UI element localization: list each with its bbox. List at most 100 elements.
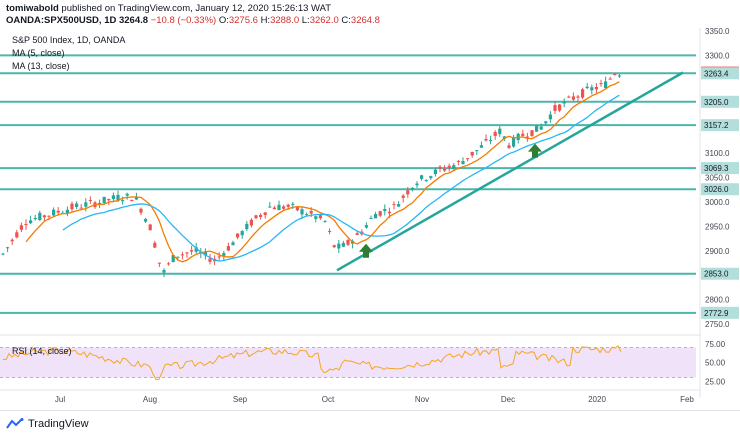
candle[interactable] (102, 196, 106, 203)
candle[interactable] (314, 216, 318, 219)
legend-ma5[interactable]: MA (5, close) (12, 48, 65, 58)
candle[interactable] (167, 263, 171, 265)
candle[interactable] (203, 251, 207, 256)
candle[interactable] (512, 138, 516, 147)
candle[interactable] (613, 73, 617, 75)
candle[interactable] (116, 194, 120, 201)
candle[interactable] (1, 253, 5, 255)
author-name[interactable]: tomiwabold (6, 3, 59, 14)
candle[interactable] (397, 204, 401, 207)
legend-ma13[interactable]: MA (13, close) (12, 61, 70, 71)
candle[interactable] (194, 247, 198, 252)
candle[interactable] (525, 136, 529, 138)
candle[interactable] (33, 218, 37, 220)
candle[interactable] (323, 220, 327, 222)
candle[interactable] (346, 240, 350, 245)
candle[interactable] (79, 207, 83, 209)
candle[interactable] (111, 195, 115, 200)
candle[interactable] (263, 212, 267, 216)
candle[interactable] (433, 169, 437, 175)
candle[interactable] (576, 96, 580, 98)
up-arrow-icon[interactable] (528, 143, 542, 158)
candle[interactable] (56, 210, 60, 213)
candle[interactable] (341, 243, 345, 247)
candle[interactable] (337, 243, 341, 249)
candle[interactable] (153, 242, 157, 248)
candle[interactable] (217, 256, 221, 258)
candle[interactable] (447, 165, 451, 168)
candle[interactable] (489, 140, 493, 142)
candle[interactable] (410, 187, 414, 190)
candle[interactable] (599, 83, 603, 85)
candle[interactable] (162, 270, 166, 273)
ma13-line[interactable] (62, 94, 620, 262)
candle[interactable] (70, 203, 74, 210)
candle[interactable] (121, 200, 125, 202)
candle[interactable] (406, 190, 410, 195)
candle[interactable] (291, 203, 295, 205)
candle[interactable] (272, 207, 276, 210)
candle[interactable] (415, 183, 419, 186)
candle[interactable] (75, 203, 79, 208)
candle[interactable] (581, 89, 585, 98)
candle[interactable] (401, 195, 405, 198)
candle[interactable] (38, 212, 42, 221)
candle[interactable] (300, 209, 304, 215)
candle[interactable] (378, 211, 382, 216)
candle[interactable] (318, 215, 322, 219)
candle[interactable] (6, 247, 10, 249)
candle[interactable] (369, 217, 373, 219)
candle[interactable] (424, 180, 428, 182)
up-arrow-icon[interactable] (359, 243, 373, 258)
candle[interactable] (535, 125, 539, 132)
candle[interactable] (282, 206, 286, 209)
tradingview-logo[interactable]: TradingView (6, 418, 89, 430)
candle[interactable] (130, 199, 134, 202)
candle[interactable] (558, 104, 562, 111)
candle[interactable] (190, 250, 194, 252)
candle[interactable] (84, 202, 88, 207)
candle[interactable] (180, 254, 184, 256)
candle[interactable] (226, 246, 230, 251)
chart-area[interactable]: 3350.0 3300.0 3100.0 3050.0 3000.0 2950.0 2900… (0, 27, 740, 408)
candle[interactable] (507, 145, 511, 148)
candle[interactable] (10, 239, 14, 242)
candle[interactable] (157, 262, 161, 264)
candle[interactable] (544, 121, 548, 124)
candle[interactable] (171, 254, 175, 263)
candle[interactable] (107, 199, 111, 201)
candle[interactable] (429, 176, 433, 179)
candle[interactable] (47, 215, 51, 217)
candle[interactable] (594, 86, 598, 90)
candle[interactable] (548, 114, 552, 120)
candle[interactable] (176, 256, 180, 258)
candle[interactable] (15, 232, 19, 238)
candle[interactable] (148, 224, 152, 231)
candle[interactable] (539, 126, 543, 130)
candle[interactable] (277, 204, 281, 211)
candle[interactable] (479, 145, 483, 148)
candle[interactable] (387, 211, 391, 214)
candle[interactable] (571, 96, 575, 100)
candle[interactable] (392, 204, 396, 206)
candle[interactable] (521, 133, 525, 136)
rsi-line[interactable] (2, 344, 622, 381)
candle[interactable] (475, 150, 479, 152)
candle[interactable] (29, 220, 33, 224)
candle[interactable] (364, 225, 368, 228)
candle[interactable] (438, 166, 442, 169)
candle[interactable] (562, 101, 566, 104)
candle[interactable] (125, 193, 129, 196)
candle[interactable] (254, 215, 258, 219)
candle[interactable] (144, 219, 148, 222)
trend-line[interactable] (336, 71, 684, 272)
candle[interactable] (493, 131, 497, 136)
ma5-line[interactable] (25, 81, 620, 263)
candle[interactable] (240, 231, 244, 236)
candle[interactable] (456, 160, 460, 162)
candle[interactable] (309, 211, 313, 214)
symbol-label[interactable]: OANDA:SPX500USD, 1D (6, 15, 117, 26)
candle[interactable] (236, 233, 240, 238)
candle[interactable] (355, 233, 359, 235)
candle[interactable] (332, 245, 336, 248)
